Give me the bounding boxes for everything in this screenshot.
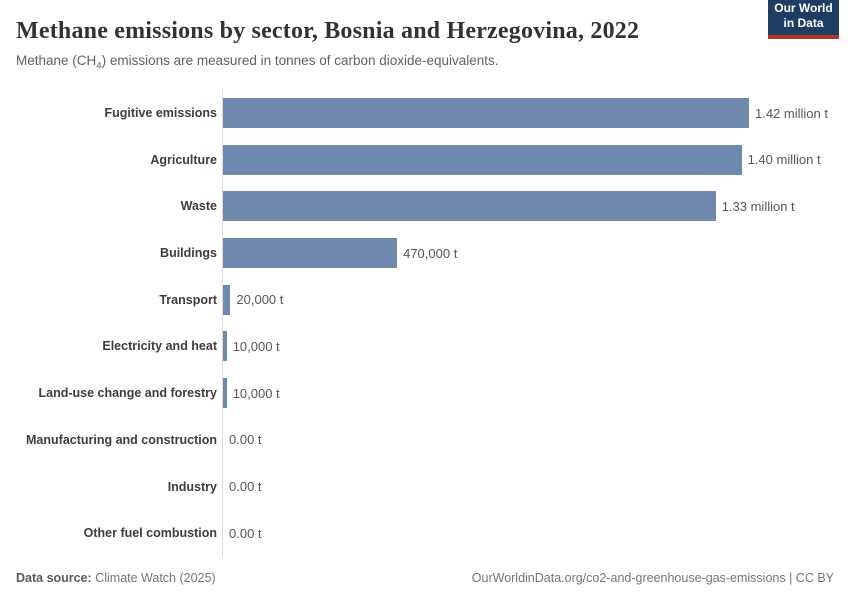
data-source-value: Climate Watch (2025)	[91, 571, 216, 585]
value-label: 470,000 t	[403, 245, 458, 261]
category-label: Industry	[167, 479, 217, 494]
bar-track: 0.00 t	[222, 463, 834, 510]
bar-chart: Fugitive emissions 1.42 million t Agricult…	[16, 89, 834, 557]
chart-row: Land-use change and forestry 10,000 t	[16, 369, 834, 417]
subtitle-text: Methane (CH	[16, 53, 97, 68]
value-label: 1.40 million t	[747, 152, 821, 168]
chart-title: Methane emissions by sector, Bosnia and …	[16, 18, 640, 44]
category-label: Land-use change and forestry	[38, 386, 217, 401]
bar-track: 1.33 million t	[222, 183, 834, 230]
bar	[223, 331, 227, 362]
category-label: Agriculture	[150, 152, 217, 167]
bar-track: 0.00 t	[222, 509, 834, 557]
bar	[223, 98, 749, 129]
chart-row: Electricity and heat 10,000 t	[16, 323, 834, 370]
chart-row: Manufacturing and construction 0.00 t	[16, 416, 834, 464]
value-label: 10,000 t	[232, 385, 280, 401]
subtitle-subscript: 4	[96, 60, 102, 72]
value-label: 1.42 million t	[755, 105, 828, 121]
bar	[223, 144, 742, 175]
bar	[223, 238, 398, 269]
category-label: Waste	[180, 199, 217, 214]
category-label: Buildings	[160, 246, 217, 261]
owid-logo: Our World in Data	[768, 0, 839, 39]
data-source-label: Data source:	[16, 571, 92, 585]
chart-row: Other fuel combustion 0.00 t	[16, 509, 834, 557]
bar-track: 20,000 t	[222, 276, 834, 324]
bar-track: 0.00 t	[222, 416, 834, 464]
category-label: Fugitive emissions	[104, 106, 217, 121]
value-label: 0.00 t	[229, 479, 262, 495]
chart-row: Industry 0.00 t	[16, 463, 834, 510]
data-source: Data source: Climate Watch (2025)	[16, 571, 216, 585]
category-label: Manufacturing and construction	[26, 432, 217, 447]
bar-track: 1.40 million t	[222, 136, 834, 184]
category-label: Other fuel combustion	[83, 526, 217, 541]
chart-row: Buildings 470,000 t	[16, 229, 834, 277]
value-label: 10,000 t	[232, 338, 280, 354]
chart-subtitle: Methane (CH4) emissions are measured in …	[16, 53, 834, 75]
bar	[223, 191, 716, 222]
bar	[223, 284, 231, 315]
bar-track: 10,000 t	[222, 323, 834, 370]
chart-header: Methane emissions by sector, Bosnia and …	[16, 0, 839, 75]
chart-row: Agriculture 1.40 million t	[16, 136, 834, 184]
bar-track: 10,000 t	[222, 369, 834, 417]
category-label: Electricity and heat	[102, 339, 217, 354]
bar-track: 1.42 million t	[222, 89, 834, 137]
chart-row: Waste 1.33 million t	[16, 183, 834, 230]
footer-attribution: OurWorldinData.org/co2-and-greenhouse-ga…	[471, 571, 834, 585]
chart-footer: Data source: Climate Watch (2025) OurWor…	[16, 571, 834, 585]
subtitle-text-suffix: ) emissions are measured in tonnes of ca…	[101, 53, 499, 68]
value-label: 0.00 t	[229, 525, 262, 541]
category-label: Transport	[159, 292, 217, 307]
value-label: 1.33 million t	[721, 198, 795, 214]
chart-row: Fugitive emissions 1.42 million t	[16, 89, 834, 137]
bar	[223, 378, 227, 409]
value-label: 0.00 t	[229, 432, 262, 448]
chart-row: Transport 20,000 t	[16, 276, 834, 324]
bar-track: 470,000 t	[222, 229, 834, 277]
owid-logo-line2: in Data	[783, 16, 824, 30]
value-label: 20,000 t	[236, 292, 284, 308]
owid-logo-line1: Our World	[774, 1, 833, 15]
